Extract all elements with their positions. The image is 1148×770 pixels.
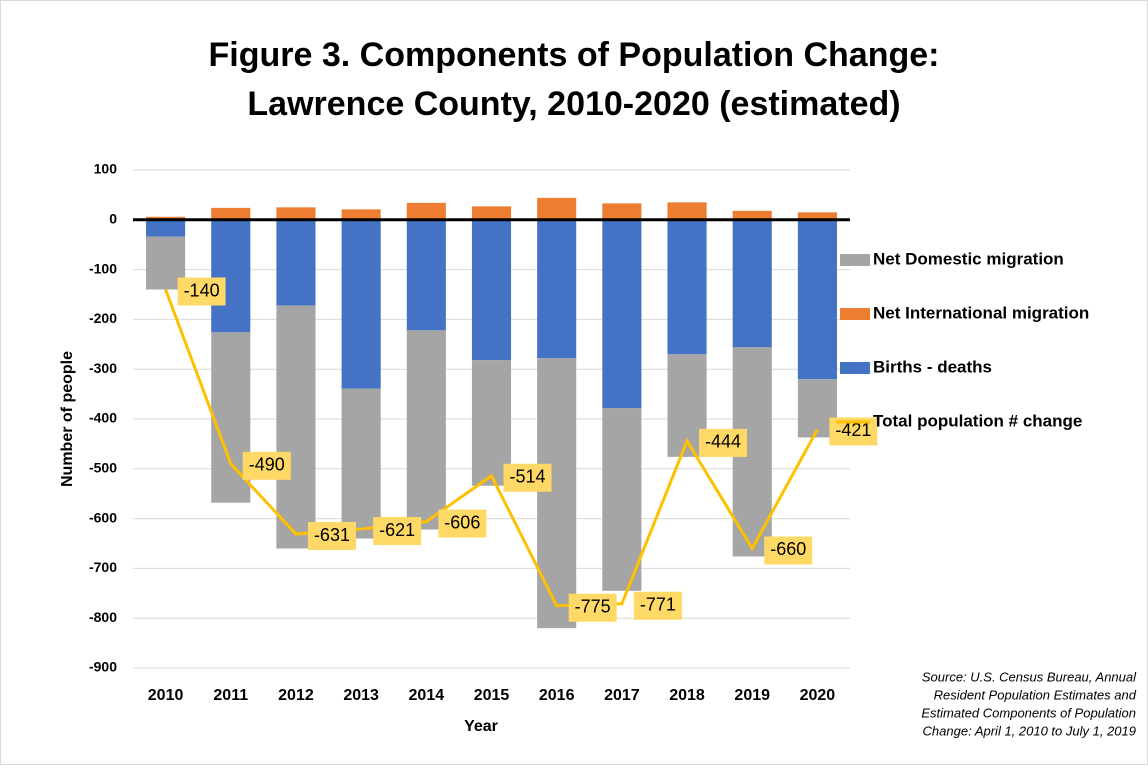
y-tick-label: -900: [89, 659, 117, 675]
bar: [471, 206, 512, 220]
y-tick-label: 0: [109, 211, 117, 227]
source-note: Resident Population Estimates and: [934, 687, 1137, 702]
y-axis-title: Number of people: [59, 351, 76, 487]
bar: [341, 388, 381, 539]
legend-label: Births - deaths: [873, 357, 992, 376]
bar: [602, 408, 642, 591]
y-tick-label: -100: [89, 260, 117, 276]
source-note: Source: U.S. Census Bureau, Annual: [922, 669, 1137, 684]
data-label-box: [633, 591, 682, 620]
data-label-text: -140: [184, 280, 220, 300]
bar: [537, 219, 577, 359]
bar: [341, 209, 381, 220]
bar: [667, 202, 707, 220]
data-label-text: -514: [509, 467, 545, 487]
legend-label: Net International migration: [873, 303, 1089, 322]
data-label-box: [177, 277, 226, 306]
bar: [732, 210, 772, 220]
y-tick-label: -300: [89, 360, 117, 376]
data-label: -621: [373, 517, 422, 546]
x-axis-title: Year: [464, 718, 498, 735]
y-tick-label: 100: [94, 161, 118, 177]
x-tick-label: 2017: [604, 687, 640, 704]
bar: [602, 203, 642, 220]
bar: [471, 219, 512, 361]
bar: [341, 219, 381, 389]
data-label: -631: [307, 522, 356, 551]
data-label-text: -444: [705, 432, 741, 452]
y-tick-label: -400: [89, 410, 117, 426]
bar: [797, 219, 837, 380]
bar: [797, 212, 837, 220]
data-label: -606: [438, 509, 487, 538]
data-label-text: -775: [575, 597, 611, 617]
bar: [667, 219, 707, 355]
bar: [276, 305, 316, 549]
bar: [276, 219, 316, 306]
bar: [406, 330, 446, 530]
legend-swatch: [840, 308, 870, 320]
legend-label: Total population # change: [873, 411, 1082, 430]
bar: [602, 219, 642, 409]
line: [164, 288, 819, 608]
legend-swatch: [840, 362, 870, 374]
data-label-text: -490: [249, 455, 285, 475]
data-label-text: -421: [835, 420, 871, 440]
source-note: Change: April 1, 2010 to July 1, 2019: [923, 723, 1136, 738]
data-label-text: -771: [640, 595, 676, 615]
bar: [732, 219, 772, 348]
data-label: -771: [633, 591, 682, 620]
data-label-text: -621: [379, 520, 415, 540]
x-tick-label: 2015: [474, 687, 510, 704]
legend-swatch: [840, 254, 870, 266]
y-tick-label: -500: [89, 460, 117, 476]
chart-title: Lawrence County, 2010-2020 (estimated): [247, 85, 900, 123]
data-label-box: [373, 517, 422, 546]
data-label: -514: [503, 463, 552, 492]
bar: [537, 358, 577, 629]
data-label-box: [242, 451, 291, 480]
data-label-box: [699, 428, 748, 457]
bar: [146, 219, 186, 237]
x-tick-label: 2018: [669, 687, 705, 704]
data-label-text: -631: [314, 525, 350, 545]
x-tick-label: 2019: [734, 687, 770, 704]
bar: [406, 202, 446, 220]
data-label-box: [503, 463, 552, 492]
data-label-text: -660: [770, 539, 806, 559]
data-label: -444: [699, 428, 748, 457]
x-tick-label: 2012: [278, 687, 314, 704]
bar: [537, 197, 577, 220]
y-tick-label: -700: [89, 559, 117, 575]
x-tick-label: 2016: [539, 687, 575, 704]
data-label-box: [568, 593, 617, 622]
x-tick-label: 2011: [213, 687, 248, 704]
data-label-box: [764, 536, 813, 565]
bar: [211, 219, 251, 333]
y-tick-label: -200: [89, 310, 117, 326]
data-label-box: [307, 522, 356, 551]
y-tick-label: -800: [89, 609, 117, 625]
data-label: -140: [177, 277, 226, 306]
y-tick-label: -600: [89, 509, 117, 525]
x-tick-label: 2020: [800, 687, 836, 704]
bar: [211, 207, 251, 220]
data-label: -490: [242, 451, 291, 480]
data-label: -775: [568, 593, 617, 622]
source-note: Estimated Components of Population: [921, 705, 1136, 720]
bar: [276, 207, 316, 220]
x-tick-label: 2013: [343, 687, 379, 704]
x-tick-label: 2014: [409, 687, 445, 704]
data-label-box: [438, 509, 487, 538]
legend-label: Net Domestic migration: [873, 249, 1064, 268]
bar: [406, 219, 446, 331]
chart-title: Figure 3. Components of Population Chang…: [209, 36, 940, 74]
data-label-text: -606: [444, 512, 480, 532]
data-label: -660: [764, 536, 813, 565]
x-tick-label: 2010: [148, 687, 184, 704]
